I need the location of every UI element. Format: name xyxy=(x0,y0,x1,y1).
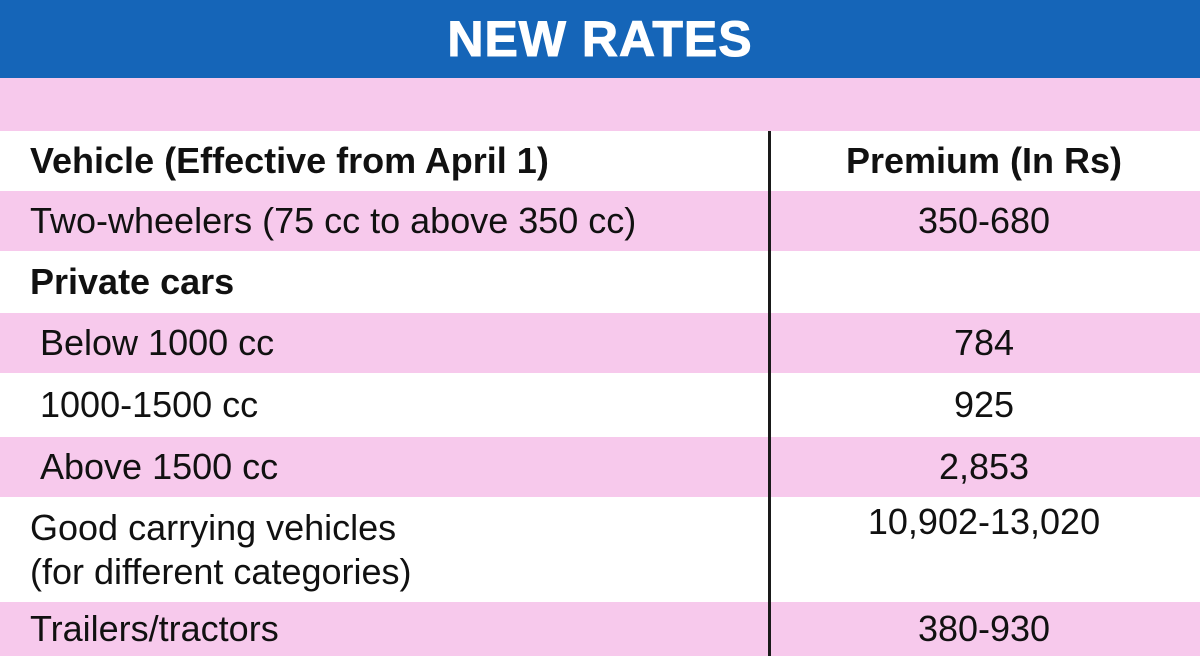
header-spacer xyxy=(0,78,1200,131)
column-header-premium: Premium (In Rs) xyxy=(845,140,1123,181)
premium-cell: 2,853 xyxy=(938,446,1030,487)
table-row: Good carrying vehicles (for different ca… xyxy=(0,497,1200,602)
title-banner: NEW RATES xyxy=(0,0,1200,78)
premium-cell: 350-680 xyxy=(917,200,1051,241)
table-row: Two-wheelers (75 cc to above 350 cc) 350… xyxy=(0,191,1200,251)
vehicle-label-line: Good carrying vehicles xyxy=(30,506,397,548)
premium-cell: 784 xyxy=(953,322,1015,363)
vehicle-label-line: (for different categories) xyxy=(30,550,412,592)
vehicle-cell: Above 1500 cc xyxy=(40,446,279,487)
column-header-vehicle: Vehicle (Effective from April 1) xyxy=(30,140,549,181)
table-row: Below 1000 cc 784 xyxy=(0,313,1200,373)
table-row: Above 1500 cc 2,853 xyxy=(0,437,1200,497)
vehicle-cell: 1000-1500 cc xyxy=(40,384,259,425)
vehicle-cell: Trailers/tractors xyxy=(30,608,279,649)
table-header-row: Vehicle (Effective from April 1) Premium… xyxy=(0,131,1200,191)
premium-cell: 10,902-13,020 xyxy=(867,501,1101,542)
table-row: 1000-1500 cc 925 xyxy=(0,373,1200,437)
page-title: NEW RATES xyxy=(447,11,753,68)
premium-cell: 380-930 xyxy=(917,608,1051,649)
table-row: Private cars xyxy=(0,251,1200,313)
premium-cell xyxy=(768,251,1200,313)
vehicle-cell: Good carrying vehicles (for different ca… xyxy=(0,497,768,602)
premium-cell: 925 xyxy=(953,384,1015,425)
table-row: Trailers/tractors 380-930 xyxy=(0,602,1200,656)
vehicle-cell: Private cars xyxy=(30,261,235,302)
vehicle-cell: Below 1000 cc xyxy=(40,322,275,363)
vehicle-cell: Two-wheelers (75 cc to above 350 cc) xyxy=(30,200,637,241)
column-divider xyxy=(768,131,771,656)
